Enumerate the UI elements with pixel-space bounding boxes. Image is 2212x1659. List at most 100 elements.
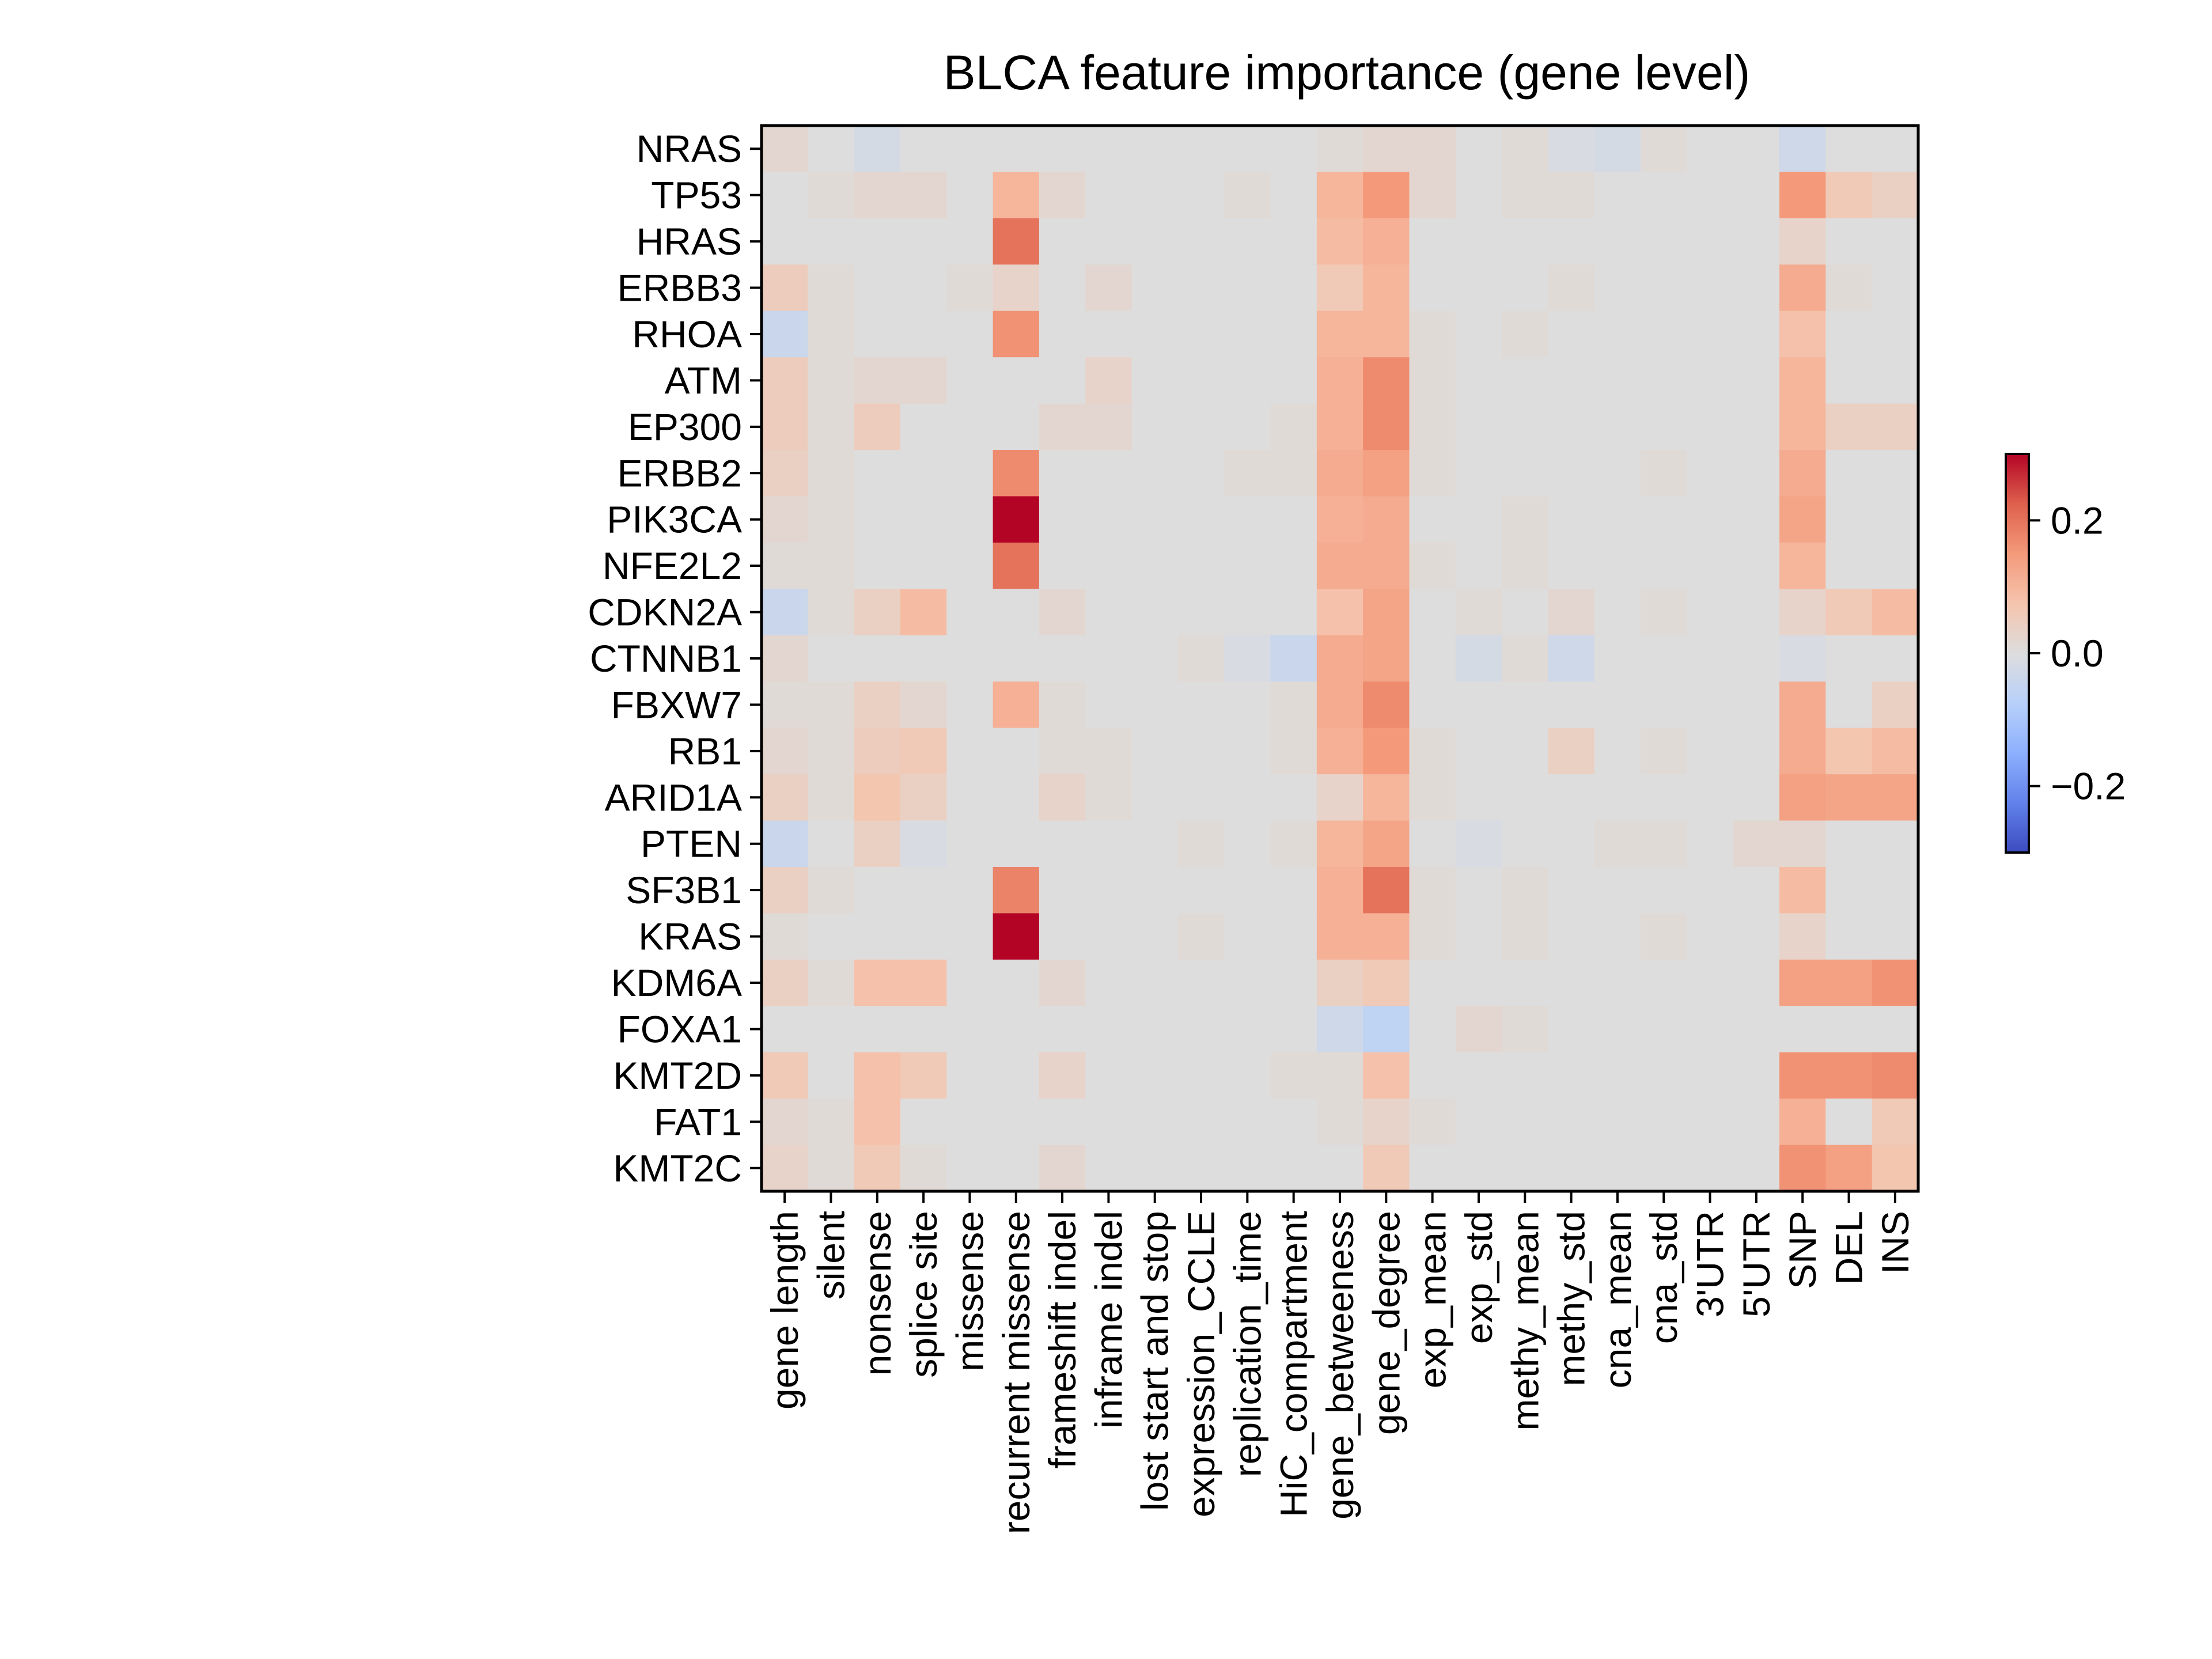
heatmap-cell xyxy=(854,774,901,821)
heatmap-cell xyxy=(1363,496,1410,543)
heatmap-cell xyxy=(1502,310,1549,358)
heatmap-cell xyxy=(1270,357,1317,404)
heatmap-cell xyxy=(1455,1052,1502,1099)
heatmap-cell xyxy=(1548,866,1595,914)
column-label: 3'UTR xyxy=(1689,1211,1732,1317)
heatmap-cell xyxy=(1594,774,1641,821)
heatmap-cell xyxy=(1039,172,1086,219)
heatmap-cell xyxy=(1039,774,1086,821)
heatmap-cell xyxy=(1872,126,1919,173)
heatmap-cell xyxy=(1733,913,1780,960)
heatmap-cell xyxy=(1455,310,1502,358)
heatmap-cell xyxy=(1224,1052,1271,1099)
heatmap-cell xyxy=(1502,1006,1549,1053)
heatmap-cell xyxy=(1455,1006,1502,1053)
heatmap-cell xyxy=(1270,635,1317,682)
heatmap-cell xyxy=(1224,728,1271,775)
heatmap-cell xyxy=(1594,450,1641,497)
heatmap-cell xyxy=(1316,172,1363,219)
heatmap-cell xyxy=(1594,357,1641,404)
heatmap-cell xyxy=(1177,450,1225,497)
heatmap-cell xyxy=(1825,635,1873,682)
heatmap-cell xyxy=(1594,1145,1641,1192)
heatmap-cell xyxy=(1502,866,1549,914)
heatmap-cell xyxy=(1177,681,1225,729)
heatmap-cell xyxy=(1131,496,1179,543)
heatmap-cell xyxy=(1779,1006,1826,1053)
chart-title: BLCA feature importance (gene level) xyxy=(944,46,1751,100)
heatmap-cell xyxy=(1409,450,1456,497)
heatmap-cell xyxy=(808,959,855,1006)
heatmap-cell xyxy=(946,357,994,404)
heatmap-cell xyxy=(1594,310,1641,358)
heatmap-cell xyxy=(1363,264,1410,312)
heatmap-cell xyxy=(1363,1145,1410,1192)
heatmap-cell xyxy=(1641,1052,1687,1099)
heatmap-cell xyxy=(1224,403,1271,450)
row-label: PTEN xyxy=(641,823,742,865)
heatmap-cell xyxy=(1594,913,1641,960)
heatmap-cell xyxy=(1641,126,1687,173)
heatmap-cell xyxy=(1502,496,1549,543)
row-label: ERBB2 xyxy=(618,452,742,494)
column-label: HiC_compartment xyxy=(1272,1211,1315,1517)
heatmap-cell xyxy=(1039,310,1086,358)
heatmap-cell xyxy=(1409,172,1456,219)
heatmap-cell xyxy=(1270,589,1317,636)
heatmap-cell xyxy=(1177,264,1225,312)
column-label: splice site xyxy=(902,1211,945,1378)
heatmap-cell xyxy=(762,1052,808,1099)
heatmap-cell xyxy=(900,774,947,821)
heatmap-cell xyxy=(946,264,994,312)
heatmap-cell xyxy=(1224,681,1271,729)
heatmap-cell xyxy=(1548,403,1595,450)
heatmap-cell xyxy=(1039,357,1086,404)
heatmap-cell xyxy=(1872,774,1919,821)
heatmap-cells xyxy=(762,126,1919,1192)
heatmap-cell xyxy=(854,126,901,173)
column-label: expression_CCLE xyxy=(1180,1211,1222,1517)
heatmap-cell xyxy=(808,542,855,589)
heatmap-cell xyxy=(1502,1099,1549,1146)
heatmap-cell xyxy=(854,1145,901,1192)
heatmap-cell xyxy=(1502,635,1549,682)
heatmap-cell xyxy=(808,913,855,960)
heatmap-cell xyxy=(1825,542,1873,589)
heatmap-cell xyxy=(1177,1006,1225,1053)
heatmap-cell xyxy=(1872,681,1919,729)
heatmap-cell xyxy=(808,172,855,219)
heatmap-cell xyxy=(1825,1145,1873,1192)
heatmap-cell xyxy=(900,1145,947,1192)
heatmap-cell xyxy=(993,959,1040,1006)
heatmap-cell xyxy=(1363,681,1410,729)
heatmap-cell xyxy=(1316,681,1363,729)
colorbar-tick-label: 0.0 xyxy=(2051,632,2104,675)
heatmap-cell xyxy=(1316,913,1363,960)
heatmap-cell xyxy=(1131,310,1179,358)
colorbar: 0.2 0.0 −0.2 xyxy=(2005,453,2126,854)
heatmap-cell xyxy=(1363,913,1410,960)
heatmap-cell xyxy=(946,913,994,960)
heatmap-cell xyxy=(854,496,901,543)
heatmap-cell xyxy=(1825,496,1873,543)
heatmap-cell xyxy=(1594,1099,1641,1146)
heatmap-cell xyxy=(1825,866,1873,914)
heatmap-cell xyxy=(1872,1006,1919,1053)
heatmap-cell xyxy=(1733,1145,1780,1192)
heatmap-cell xyxy=(1270,542,1317,589)
heatmap-cell xyxy=(1409,1099,1456,1146)
column-label: cna_std xyxy=(1642,1211,1685,1344)
heatmap-cell xyxy=(1641,310,1687,358)
heatmap-cell xyxy=(1409,542,1456,589)
heatmap-cell xyxy=(946,1099,994,1146)
heatmap-cell xyxy=(1131,635,1179,682)
heatmap-cell xyxy=(1177,820,1225,868)
heatmap-cell xyxy=(900,172,947,219)
heatmap-cell xyxy=(946,774,994,821)
heatmap-cell xyxy=(1455,635,1502,682)
heatmap-cell xyxy=(762,1006,808,1053)
heatmap-cell xyxy=(1502,959,1549,1006)
heatmap-cell xyxy=(1039,635,1086,682)
heatmap-cell xyxy=(1409,126,1456,173)
column-label: cna_mean xyxy=(1596,1211,1639,1388)
